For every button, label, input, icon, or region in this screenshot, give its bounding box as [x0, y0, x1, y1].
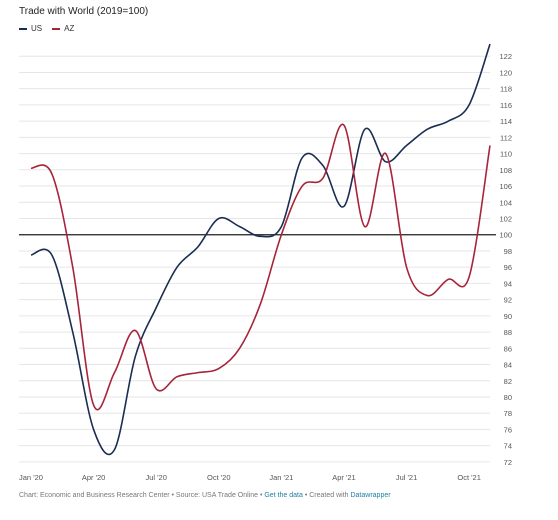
- x-tick-label: Oct '21: [457, 473, 481, 482]
- y-tick-label: 90: [504, 312, 512, 321]
- y-tick-label: 88: [504, 328, 512, 337]
- datawrapper-link[interactable]: Datawrapper: [350, 492, 391, 499]
- y-tick-label: 102: [499, 214, 512, 223]
- y-tick-label: 92: [504, 296, 512, 305]
- y-tick-label: 114: [500, 117, 512, 126]
- get-data-link[interactable]: Get the data: [264, 492, 303, 499]
- y-tick-label: 100: [499, 231, 512, 240]
- y-tick-label: 106: [499, 182, 512, 191]
- y-tick-label: 120: [499, 68, 512, 77]
- y-tick-label: 118: [500, 85, 512, 94]
- x-tick-label: Jul '21: [396, 473, 417, 482]
- y-tick-label: 110: [500, 150, 512, 159]
- legend-item-az: AZ: [52, 24, 74, 33]
- footer-source: Chart: Economic and Business Research Ce…: [19, 492, 265, 499]
- y-tick-label: 80: [504, 393, 512, 402]
- x-tick-label: Apr '21: [332, 473, 356, 482]
- y-tick-label: 98: [504, 247, 512, 256]
- y-tick-label: 78: [504, 409, 512, 418]
- y-tick-label: 76: [504, 425, 512, 434]
- legend: US AZ: [19, 24, 74, 33]
- x-tick-label: Jan '20: [19, 473, 43, 482]
- y-tick-label: 116: [500, 101, 512, 110]
- y-tick-label: 82: [504, 377, 512, 386]
- y-tick-label: 84: [504, 361, 512, 370]
- chart-title: Trade with World (2019=100): [19, 6, 149, 17]
- footer-created: • Created with: [302, 492, 351, 499]
- y-tick-label: 112: [500, 133, 512, 142]
- legend-item-us: US: [19, 24, 42, 33]
- x-tick-label: Apr '20: [82, 473, 106, 482]
- series-line-us: [30, 43, 491, 456]
- y-tick-label: 74: [504, 442, 512, 451]
- legend-label-us: US: [31, 24, 43, 33]
- y-tick-label: 122: [499, 52, 512, 61]
- y-tick-label: 86: [504, 344, 512, 353]
- y-tick-label: 108: [499, 166, 512, 175]
- footer: Chart: Economic and Business Research Ce…: [19, 492, 391, 499]
- y-tick-label: 94: [504, 279, 512, 288]
- y-tick-label: 104: [499, 198, 512, 207]
- x-tick-label: Jan '21: [269, 473, 293, 482]
- y-tick-label: 96: [504, 263, 512, 272]
- x-tick-label: Jul '20: [145, 473, 166, 482]
- legend-swatch-az: [52, 27, 61, 30]
- x-tick-label: Oct '20: [207, 473, 231, 482]
- y-tick-label: 72: [504, 458, 512, 467]
- legend-swatch-us: [19, 27, 27, 30]
- legend-label-az: AZ: [64, 24, 75, 33]
- series-line-az: [30, 123, 491, 411]
